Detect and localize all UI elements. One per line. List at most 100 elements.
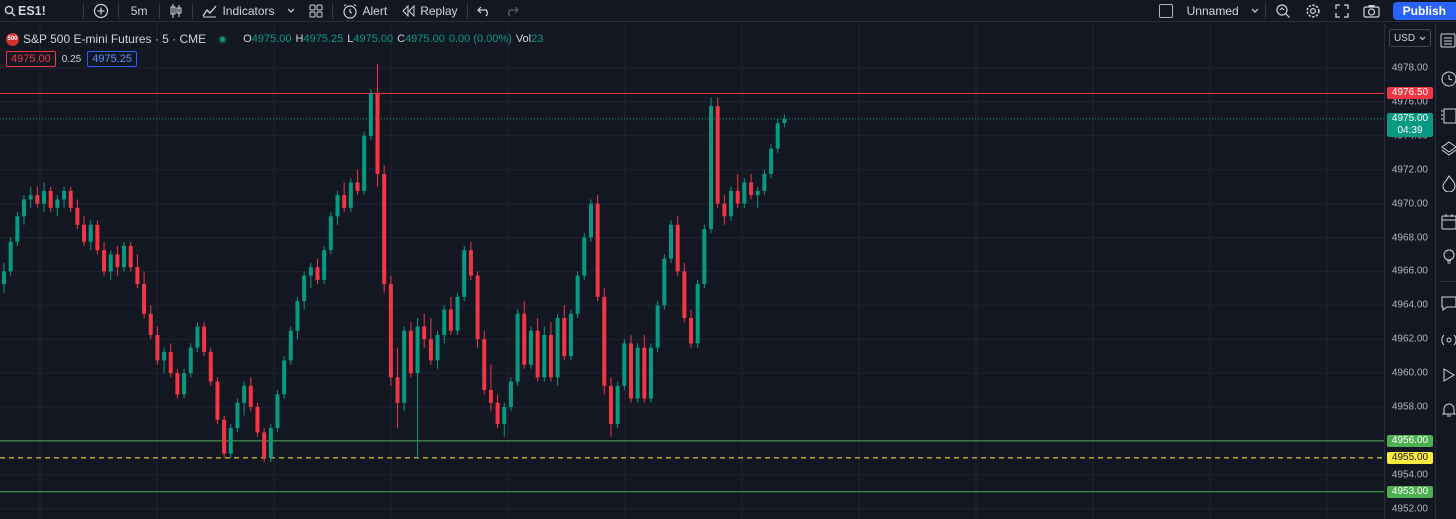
- market-status-icon[interactable]: [218, 34, 228, 44]
- price-tick-label: 4954.00: [1391, 469, 1428, 481]
- candle-body: [115, 254, 120, 268]
- templates-icon: [309, 4, 323, 18]
- layout-menu-button[interactable]: Unnamed: [1152, 0, 1263, 22]
- legend-title[interactable]: S&P 500 E-mini Futures · 5 · CME: [23, 32, 207, 46]
- hotlist-icon[interactable]: [1440, 175, 1456, 193]
- chevron-down-icon[interactable]: [1251, 8, 1259, 14]
- templates-button[interactable]: [302, 0, 330, 22]
- symbol-search-button[interactable]: ES1!: [0, 0, 53, 22]
- candle-body: [108, 254, 113, 272]
- price-tick-label: 4976.00: [1391, 96, 1428, 108]
- candle-body: [275, 394, 280, 429]
- compare-symbol-button[interactable]: [86, 0, 116, 22]
- alert-button[interactable]: Alert: [335, 0, 395, 22]
- candle-body: [435, 334, 440, 361]
- indicators-button[interactable]: Indicators: [195, 0, 301, 22]
- quick-search-button[interactable]: [1268, 0, 1298, 22]
- interval-button[interactable]: 5m: [130, 3, 148, 18]
- close-key: C: [397, 33, 406, 45]
- open-value: 4975.00: [251, 33, 292, 45]
- currency-selector[interactable]: USD: [1389, 29, 1431, 47]
- candle-body: [455, 296, 460, 331]
- replay-label: Replay: [420, 3, 458, 18]
- resistance-price-label[interactable]: 4976.50: [1387, 87, 1433, 100]
- candle-body: [488, 390, 493, 403]
- redo-button[interactable]: [498, 0, 526, 22]
- candle-body: [448, 309, 453, 331]
- price-tick-label: 4960.00: [1391, 367, 1428, 379]
- candle-body: [408, 330, 413, 374]
- toolbar-divider: [117, 2, 119, 19]
- candle-body: [222, 419, 227, 454]
- top-toolbar: ES1! 5m Indicators Alert: [0, 0, 1456, 22]
- support-upper-price-label[interactable]: 4956.00: [1387, 434, 1433, 447]
- indicators-icon: [202, 4, 217, 18]
- candle-body: [648, 347, 653, 399]
- settings-button[interactable]: [1298, 0, 1328, 22]
- candle-body: [442, 309, 447, 335]
- candle-body: [368, 93, 373, 136]
- candle-body: [622, 343, 627, 386]
- last-price-label[interactable]: 4975.00 04:39: [1387, 112, 1433, 137]
- chart-type-button[interactable]: [162, 0, 190, 22]
- notifications-icon[interactable]: [1440, 401, 1456, 418]
- chat-icon[interactable]: [1440, 295, 1456, 312]
- candle-body: [155, 334, 160, 361]
- play-icon[interactable]: [1440, 366, 1456, 383]
- candle-body: [548, 334, 553, 378]
- candle-body: [535, 330, 540, 378]
- ohlc-values: O4975.00 H4975.25 L4975.00 C4975.00 0.00…: [243, 33, 543, 45]
- candle-body: [402, 330, 407, 403]
- candle-body: [268, 428, 273, 458]
- candle-body: [635, 347, 640, 399]
- price-axis[interactable]: 4978.004976.004974.004972.004970.004968.…: [1384, 23, 1434, 519]
- price-tick-label: 4978.00: [1391, 62, 1428, 74]
- candle-body: [175, 373, 180, 395]
- bar-countdown: 04:39: [1397, 124, 1423, 136]
- candle-body: [348, 182, 353, 208]
- data-window-icon[interactable]: [1440, 107, 1456, 124]
- price-tick-label: 4958.00: [1391, 401, 1428, 413]
- layout-checkbox[interactable]: [1158, 4, 1173, 18]
- price-chart[interactable]: [0, 23, 1384, 519]
- candle-body: [302, 275, 307, 302]
- close-value: 4975.00: [405, 33, 445, 45]
- redo-icon: [505, 5, 519, 17]
- volume-value: 23: [531, 33, 544, 45]
- candle-body: [55, 199, 60, 208]
- candle-body: [468, 250, 473, 276]
- candle-body: [162, 351, 167, 361]
- support-lower-price-label[interactable]: 4953.00: [1387, 485, 1433, 498]
- price-tick-label: 4970.00: [1391, 198, 1428, 210]
- candle-body: [295, 301, 300, 331]
- price-tick-label: 4972.00: [1391, 164, 1428, 176]
- sell-price-button[interactable]: 4975.00: [6, 51, 56, 67]
- candle-body: [248, 385, 253, 407]
- layout-name: Unnamed: [1186, 4, 1239, 18]
- chart-pane[interactable]: [0, 23, 1434, 519]
- candle-body: [315, 267, 320, 280]
- fullscreen-icon: [1335, 4, 1349, 18]
- candle-body: [328, 216, 333, 251]
- alerts-clock-icon[interactable]: [1440, 70, 1456, 87]
- indicators-label: Indicators: [222, 3, 275, 18]
- buy-price-button[interactable]: 4975.25: [87, 51, 137, 67]
- candle-body: [362, 135, 367, 191]
- publish-button[interactable]: Publish: [1392, 2, 1456, 20]
- toolbar-divider: [192, 2, 194, 19]
- price-tick-label: 4964.00: [1391, 299, 1428, 311]
- streams-icon[interactable]: [1440, 331, 1456, 348]
- chevron-down-icon[interactable]: [287, 8, 295, 14]
- snapshot-button[interactable]: [1356, 0, 1387, 22]
- candle-body: [555, 318, 560, 378]
- candle-body: [508, 381, 513, 407]
- undo-button[interactable]: [470, 0, 498, 22]
- support-mid-price-label[interactable]: 4955.00: [1387, 451, 1433, 464]
- candle-body: [355, 182, 360, 191]
- ideas-icon[interactable]: [1440, 248, 1456, 265]
- layers-icon[interactable]: [1440, 140, 1456, 157]
- replay-button[interactable]: Replay: [394, 0, 464, 22]
- watchlist-icon[interactable]: [1440, 32, 1456, 49]
- fullscreen-button[interactable]: [1328, 0, 1356, 22]
- calendar-icon[interactable]: [1440, 213, 1456, 230]
